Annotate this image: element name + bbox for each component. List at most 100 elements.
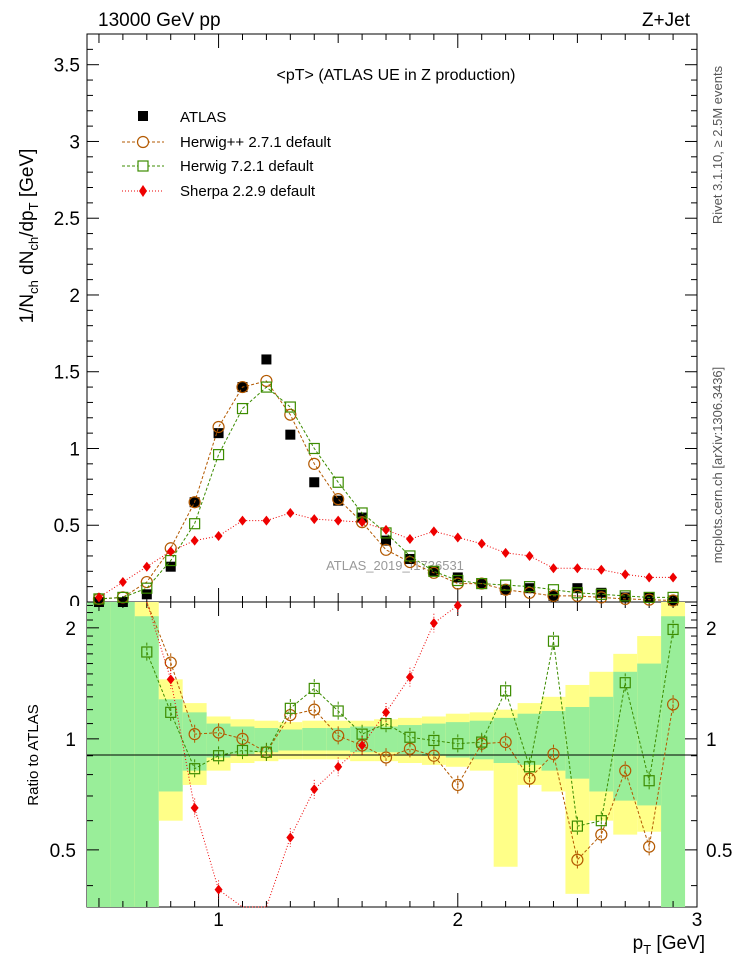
ratio-point-herwigpp — [619, 764, 632, 777]
ratio-point-herwig7 — [523, 761, 536, 773]
legend-label-herwig7: Herwig 7.2.1 default — [180, 158, 314, 175]
point-herwig7 — [667, 591, 679, 603]
point-sherpa — [405, 534, 414, 545]
ratio-point-herwigpp — [212, 726, 225, 739]
point-sherpa — [358, 517, 367, 528]
legend-marker-atlas — [138, 111, 148, 121]
point-atlas — [285, 429, 296, 440]
point-herwig7 — [571, 587, 583, 599]
ratio-point-herwigpp — [499, 735, 512, 749]
point-sherpa — [310, 514, 319, 525]
y-tick-label-main: 3 — [69, 132, 80, 153]
point-herwig7 — [332, 476, 344, 488]
y-tick-label-main: 2 — [69, 286, 80, 307]
point-herwig7 — [595, 588, 607, 600]
ratio-line-herwig7 — [146, 629, 674, 827]
y-tick-label-main-zero: 0 — [69, 593, 80, 614]
ratio-point-herwigpp — [236, 732, 249, 745]
point-sherpa — [549, 563, 558, 574]
point-sherpa — [597, 564, 606, 575]
y-tick-label-main: 1.5 — [54, 363, 80, 384]
y-tick-label-main: 3.5 — [54, 56, 80, 77]
point-sherpa — [214, 530, 223, 541]
point-herwig7 — [236, 402, 249, 415]
point-atlas — [428, 566, 439, 577]
point-sherpa — [238, 515, 247, 526]
band-inner-bin — [134, 616, 159, 907]
ratio-point-herwigpp — [188, 728, 201, 741]
ratio-point-herwig7 — [452, 738, 464, 750]
point-herwig7 — [619, 590, 631, 602]
ratio-line-sherpa — [146, 601, 459, 908]
ratio-point-herwig7 — [547, 635, 560, 647]
point-sherpa — [382, 524, 391, 535]
point-sherpa — [453, 532, 462, 543]
ratio-point-sherpa — [358, 740, 367, 751]
band-inner-bin — [613, 671, 638, 801]
point-herwigpp — [403, 555, 417, 569]
point-herwigpp — [260, 374, 273, 388]
point-sherpa — [262, 515, 271, 526]
ratio-point-herwig7 — [284, 702, 296, 714]
y-tick-label-ratio: 1 — [65, 730, 76, 751]
tick-labels: 0.5 1 1.5 2 2.5 3 3.5 0 1 2 3 0.5 0.5 1 1 2 2 — [50, 56, 733, 931]
point-sherpa — [166, 546, 175, 557]
point-herwigpp — [355, 516, 369, 529]
point-herwig7 — [308, 442, 320, 455]
ratio-point-sherpa — [214, 884, 223, 895]
point-sherpa — [573, 563, 582, 574]
ratio-point-sherpa — [382, 707, 391, 718]
y-tick-label-main: 2.5 — [54, 209, 80, 230]
rivet-version-label: Rivet 3.1.10, ≥ 2.5M events — [710, 65, 725, 224]
point-atlas — [452, 572, 463, 583]
y-tick-label-main: 0.5 — [54, 516, 80, 537]
ratio-point-herwig7 — [595, 815, 607, 827]
point-sherpa — [334, 515, 343, 526]
plot-title: <pT> (ATLAS UE in Z production) — [277, 67, 516, 84]
point-atlas — [524, 583, 535, 594]
point-herwigpp — [523, 586, 536, 599]
ratio-point-sherpa — [405, 672, 414, 683]
legend: ATLAS Herwig++ 2.7.1 default Herwig 7.2.… — [122, 109, 332, 200]
legend-label-herwigpp: Herwig++ 2.7.1 default — [180, 134, 332, 151]
ratio-point-herwigpp — [379, 751, 393, 764]
ratio-point-herwigpp — [571, 853, 584, 866]
point-sherpa — [142, 561, 151, 572]
ratio-point-herwigpp — [451, 778, 464, 792]
band-inner-bin — [374, 726, 398, 753]
point-sherpa — [501, 547, 510, 558]
x-tick-label: 3 — [692, 910, 703, 931]
series-line-herwigpp — [98, 380, 674, 601]
point-herwig7 — [452, 574, 464, 587]
point-atlas — [620, 592, 631, 603]
ratio-point-herwig7 — [619, 677, 631, 689]
legend-entry-atlas: ATLAS — [138, 109, 226, 126]
point-atlas — [381, 535, 392, 546]
ratio-point-herwig7 — [236, 744, 249, 757]
band-inner-bin — [421, 723, 446, 756]
point-herwigpp — [188, 496, 201, 509]
point-atlas — [261, 354, 272, 365]
y-axis-label-ratio: Ratio to ATLAS — [25, 704, 42, 805]
ratio-point-herwig7 — [308, 682, 320, 695]
uncertainty-bands — [87, 602, 686, 907]
ratio-point-herwigpp — [666, 698, 680, 711]
point-sherpa — [477, 538, 486, 549]
point-sherpa — [118, 577, 127, 588]
ratio-point-herwig7 — [404, 731, 416, 743]
ratio-point-sherpa — [453, 600, 462, 611]
point-herwigpp — [379, 543, 393, 556]
ratio-point-sherpa — [429, 618, 438, 629]
point-herwig7 — [141, 582, 153, 594]
ratio-point-sherpa — [190, 802, 199, 813]
ratio-point-sherpa — [286, 832, 295, 843]
point-atlas — [596, 587, 607, 598]
point-atlas — [141, 589, 152, 600]
band-inner-bin — [637, 663, 662, 806]
ratio-point-herwig7 — [189, 763, 201, 775]
ratio-point-herwigpp — [308, 703, 321, 716]
point-herwig7 — [500, 579, 512, 591]
ratio-point-herwig7 — [332, 705, 344, 717]
band-inner-bin — [541, 710, 566, 771]
data-series — [92, 354, 680, 908]
